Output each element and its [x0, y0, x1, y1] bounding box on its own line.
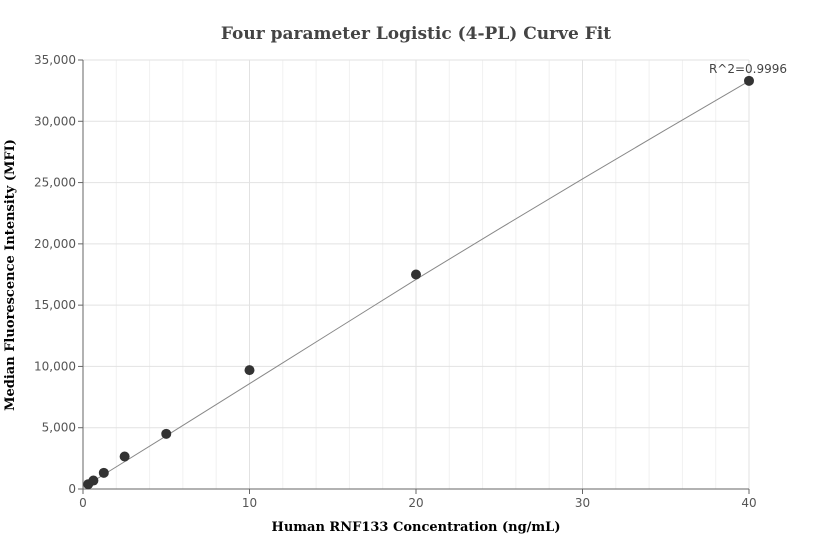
data-point: [88, 475, 99, 486]
tick-labels: 0 10 20 30 40 0 5,000 10,000 15,000 20,000 25,000 3…: [34, 53, 757, 510]
x-tick-label: 30: [575, 496, 590, 510]
axes: [78, 59, 750, 494]
x-axis-title: Human RNF133 Concentration (ng/mL): [272, 520, 561, 535]
chart-title: Four parameter Logistic (4-PL) Curve Fit: [221, 24, 611, 44]
y-tick-label: 5,000: [42, 421, 76, 435]
data-points: [83, 75, 754, 490]
data-point: [119, 451, 130, 462]
x-tick-label: 10: [242, 496, 257, 510]
y-tick-label: 30,000: [34, 114, 76, 128]
x-tick-label: 0: [79, 496, 87, 510]
data-point: [161, 428, 172, 439]
data-point: [244, 365, 255, 376]
y-tick-label: 15,000: [34, 298, 76, 312]
x-tick-label: 40: [741, 496, 756, 510]
data-point: [744, 75, 754, 86]
data-point: [411, 269, 421, 280]
y-tick-label: 0: [68, 482, 76, 496]
data-point: [98, 467, 109, 478]
r-squared-annotation: R^2=0.9996: [709, 62, 787, 76]
y-tick-label: 35,000: [34, 53, 76, 67]
y-tick-label: 25,000: [34, 176, 76, 190]
y-axis-title: Median Fluorescence Intensity (MFI): [3, 139, 18, 411]
x-tick-label: 20: [408, 496, 423, 510]
y-tick-label: 10,000: [34, 359, 76, 373]
y-tick-label: 20,000: [34, 237, 76, 251]
